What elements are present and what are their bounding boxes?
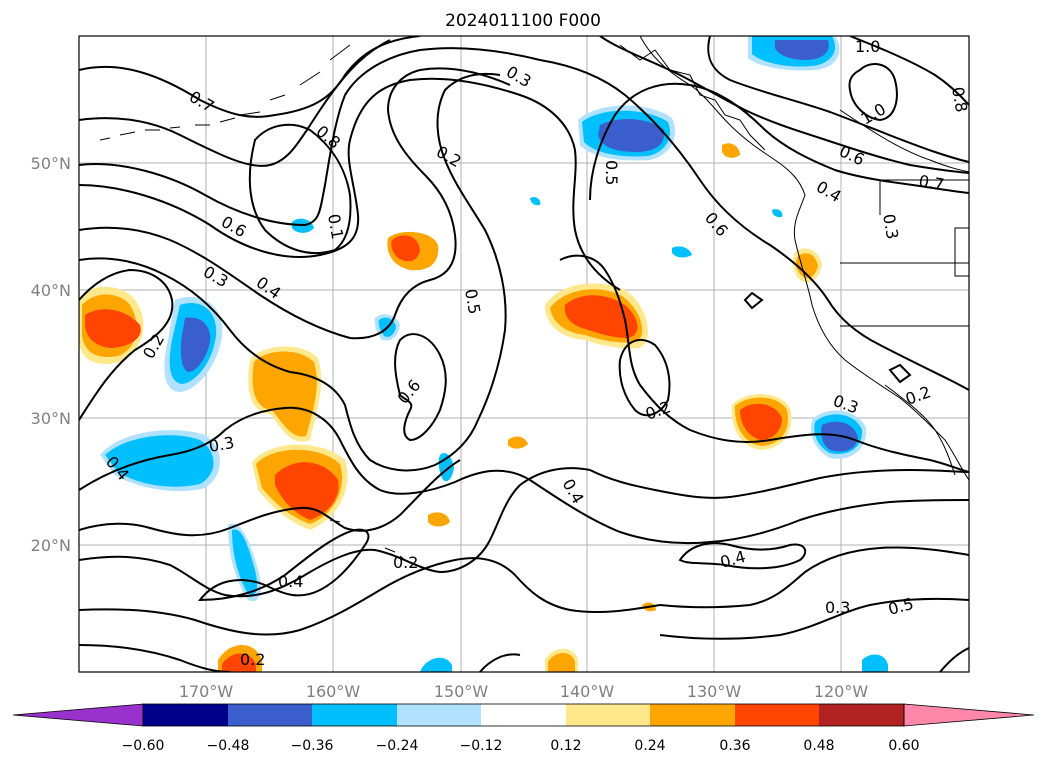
contour-label: 0.3: [879, 212, 902, 240]
lon-label-160w: 160°W: [306, 682, 361, 701]
map-frame: [78, 35, 970, 673]
contour-label: 0.3: [207, 433, 235, 456]
lat-label-50n: 50°N: [31, 154, 71, 173]
colorbar-swatch: [397, 704, 481, 726]
colorbar-tick: −0.24: [376, 738, 419, 754]
lat-label-40n: 40°N: [31, 281, 71, 300]
contour-label: 0.8: [948, 85, 971, 113]
contour-label: 0.2: [393, 553, 418, 572]
lon-label-140w: 140°W: [560, 682, 615, 701]
contour-label: 1.0: [855, 37, 880, 56]
colorbar-tick: 0.60: [888, 738, 919, 754]
colorbar-tick: −0.36: [291, 738, 334, 754]
contour-label: 0.2: [240, 650, 265, 669]
colorbar-swatch: [143, 704, 228, 726]
lat-label-30n: 30°N: [31, 409, 71, 428]
colorbar-swatch: [228, 704, 312, 726]
colorbar-tick: 0.36: [719, 738, 750, 754]
latitude-labels: 50°N 40°N 30°N 20°N: [31, 154, 71, 555]
contour-label: 0.5: [602, 160, 621, 185]
coastlines: [99, 36, 969, 561]
colorbar-swatch: [312, 704, 397, 726]
colorbar-swatch: [481, 704, 566, 726]
colorbar-swatch: [650, 704, 735, 726]
colorbar-extend-high: [903, 703, 1035, 727]
colorbar-tick: 0.48: [803, 738, 834, 754]
colorbar: −0.60 −0.48 −0.36 −0.24 −0.12 0.12 0.24 …: [12, 703, 1035, 754]
contour-label: 0.3: [825, 598, 850, 617]
colorbar-tick: −0.60: [122, 738, 165, 754]
map-title: 2024011100 F000: [445, 11, 601, 31]
colorbar-tick: −0.12: [460, 738, 503, 754]
lon-label-130w: 130°W: [687, 682, 742, 701]
colorbar-tick: 0.12: [550, 738, 581, 754]
colorbar-swatch: [819, 704, 904, 726]
shaded-anomalies: [79, 36, 888, 672]
colorbar-tick: −0.48: [207, 738, 250, 754]
lon-label-120w: 120°W: [814, 682, 869, 701]
lat-label-20n: 20°N: [31, 536, 71, 555]
contour-lines: [79, 36, 969, 672]
colorbar-tick: 0.24: [634, 738, 665, 754]
lon-label-150w: 150°W: [434, 682, 489, 701]
lon-label-170w: 170°W: [179, 682, 234, 701]
colorbar-swatch: [735, 704, 819, 726]
longitude-labels: 170°W 160°W 150°W 140°W 130°W 120°W: [179, 682, 869, 701]
map-panel: 0.7 0.8 0.3 0.2 1.0 0.8 1.0 0.6 0.7 0.4 …: [78, 35, 971, 673]
contour-label: 0.7: [917, 171, 945, 194]
colorbar-swatch: [566, 704, 650, 726]
contour-label: 0.1: [324, 212, 347, 240]
contour-label: 0.4: [278, 572, 303, 591]
contour-label: 0.5: [461, 287, 484, 315]
colorbar-extend-low: [12, 703, 144, 727]
